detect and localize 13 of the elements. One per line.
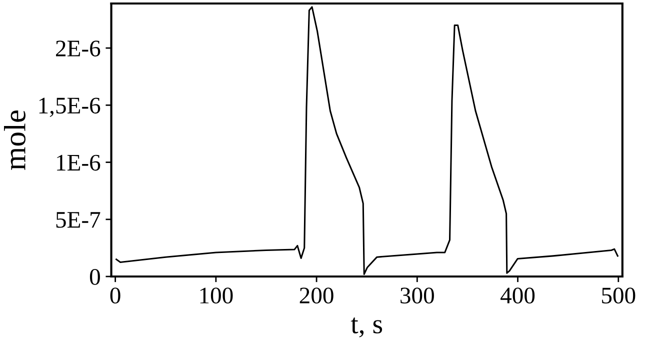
y-tick-label: 2E-6 — [56, 40, 100, 56]
x-tick-label: 400 — [500, 288, 535, 304]
x-tick-label: 0 — [110, 288, 120, 304]
y-tick-label: 1,5E-6 — [39, 98, 100, 117]
x-tick-label: 500 — [602, 288, 636, 304]
y-axis-title: mole — [4, 110, 26, 170]
y-tick-label: 1E-6 — [57, 154, 100, 171]
x-tick-label: 100 — [200, 288, 233, 304]
x-axis-title: t, s — [350, 318, 382, 338]
y-tick-label: 0 — [90, 268, 100, 285]
y-tick-label: 5E-7 — [56, 212, 100, 228]
x-tick-label: 200 — [300, 288, 334, 304]
x-tick-label: 300 — [400, 288, 434, 304]
